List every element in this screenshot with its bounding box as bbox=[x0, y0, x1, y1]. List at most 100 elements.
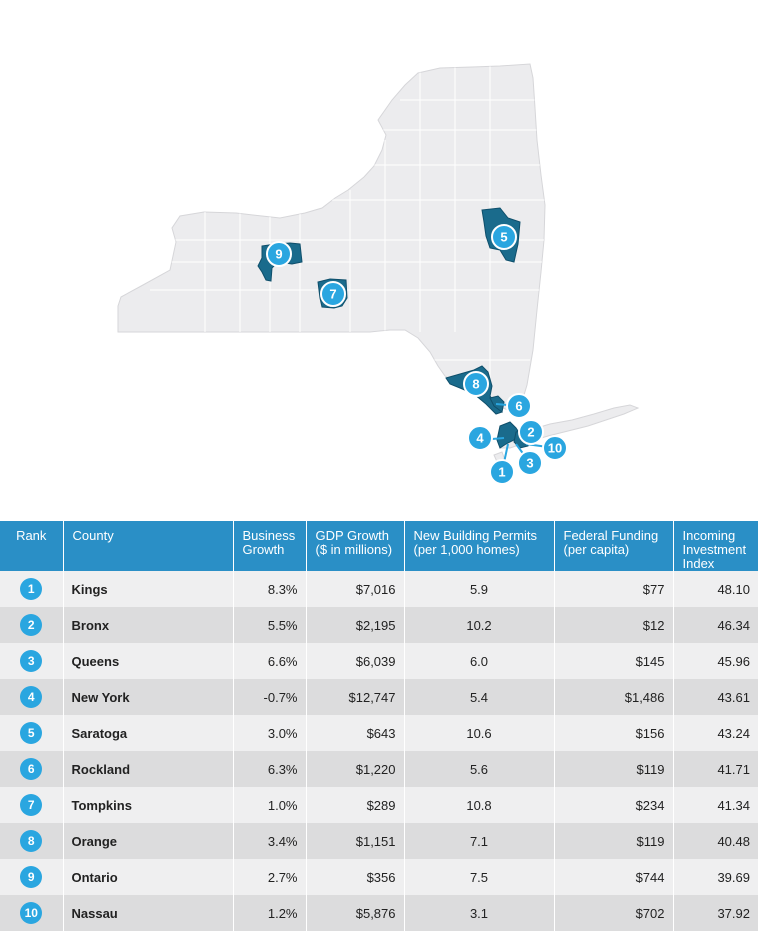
rank-badge: 10 bbox=[20, 902, 43, 924]
gdp-growth-cell: $7,016 bbox=[306, 571, 405, 607]
federal-funding-cell: $77 bbox=[554, 571, 674, 607]
header-building-permits: New Building Permits (per 1,000 homes) bbox=[404, 521, 555, 571]
map-marker-2: 2 bbox=[518, 419, 544, 445]
business-growth-cell: 1.2% bbox=[233, 895, 307, 931]
header-gdp-growth-line: GDP Growth bbox=[315, 528, 389, 543]
gdp-growth-cell: $5,876 bbox=[306, 895, 405, 931]
county-cell: New York bbox=[63, 679, 234, 715]
business-growth-cell: 5.5% bbox=[233, 607, 307, 643]
header-business-growth-line: Growth bbox=[242, 542, 285, 557]
ranking-table-container: Rank County Business Growth GDP Growth ($ in … bbox=[0, 521, 758, 940]
map-marker-8: 8 bbox=[463, 371, 489, 397]
rank-badge: 1 bbox=[20, 578, 43, 600]
map-marker-6: 6 bbox=[506, 393, 532, 419]
svg-text:3: 3 bbox=[526, 456, 533, 471]
county-cell: Orange bbox=[63, 823, 234, 859]
header-investment-index: Incoming Investment Index bbox=[673, 521, 758, 571]
map-marker-3: 3 bbox=[517, 450, 543, 476]
federal-funding-cell: $12 bbox=[554, 607, 674, 643]
business-growth-cell: 3.0% bbox=[233, 715, 307, 751]
table-body: 1 Kings 8.3% $7,016 5.9 $77 48.10 2 Bronx 5.5% $2,… bbox=[0, 571, 758, 931]
rank-badge: 2 bbox=[20, 614, 43, 636]
rank-cell: 2 bbox=[0, 607, 64, 643]
table-row: 9 Ontario 2.7% $356 7.5 $744 39.69 bbox=[0, 859, 758, 895]
federal-funding-cell: $1,486 bbox=[554, 679, 674, 715]
table-row: 1 Kings 8.3% $7,016 5.9 $77 48.10 bbox=[0, 571, 758, 607]
business-growth-cell: 6.6% bbox=[233, 643, 307, 679]
building-permits-cell: 10.8 bbox=[404, 787, 555, 823]
new-york-state-map: 1 2 3 4 5 6 7 bbox=[117, 63, 640, 485]
header-investment-index-line: Index bbox=[682, 556, 715, 571]
rank-badge: 8 bbox=[20, 830, 43, 852]
header-business-growth-line: Business bbox=[242, 528, 296, 543]
header-investment-index-line: Investment bbox=[682, 542, 747, 557]
state-outline bbox=[117, 63, 640, 465]
investment-index-cell: 41.71 bbox=[673, 751, 758, 787]
header-rank-line: Rank bbox=[16, 528, 47, 543]
rank-badge: 6 bbox=[20, 758, 43, 780]
federal-funding-cell: $744 bbox=[554, 859, 674, 895]
investment-index-cell: 39.69 bbox=[673, 859, 758, 895]
federal-funding-cell: $119 bbox=[554, 751, 674, 787]
building-permits-cell: 5.4 bbox=[404, 679, 555, 715]
table-row: 8 Orange 3.4% $1,151 7.1 $119 40.48 bbox=[0, 823, 758, 859]
map-marker-10: 10 bbox=[542, 435, 568, 461]
business-growth-cell: 2.7% bbox=[233, 859, 307, 895]
gdp-growth-cell: $1,220 bbox=[306, 751, 405, 787]
table-row: 5 Saratoga 3.0% $643 10.6 $156 43.24 bbox=[0, 715, 758, 751]
header-investment-index-line: Incoming bbox=[682, 528, 736, 543]
header-gdp-growth-line: ($ in millions) bbox=[315, 542, 393, 557]
header-county-line: County bbox=[72, 528, 114, 543]
table-row: 4 New York -0.7% $12,747 5.4 $1,486 43.61 bbox=[0, 679, 758, 715]
header-building-permits-line: (per 1,000 homes) bbox=[413, 542, 520, 557]
county-cell: Ontario bbox=[63, 859, 234, 895]
rank-cell: 3 bbox=[0, 643, 64, 679]
gdp-growth-cell: $6,039 bbox=[306, 643, 405, 679]
investment-index-cell: 43.24 bbox=[673, 715, 758, 751]
gdp-growth-cell: $289 bbox=[306, 787, 405, 823]
county-cell: Kings bbox=[63, 571, 234, 607]
county-cell: Saratoga bbox=[63, 715, 234, 751]
business-growth-cell: 1.0% bbox=[233, 787, 307, 823]
investment-index-cell: 45.96 bbox=[673, 643, 758, 679]
table-row: 10 Nassau 1.2% $5,876 3.1 $702 37.92 bbox=[0, 895, 758, 931]
county-borders bbox=[118, 66, 545, 400]
table-row: 6 Rockland 6.3% $1,220 5.6 $119 41.71 bbox=[0, 751, 758, 787]
federal-funding-cell: $234 bbox=[554, 787, 674, 823]
building-permits-cell: 3.1 bbox=[404, 895, 555, 931]
svg-text:8: 8 bbox=[472, 377, 479, 392]
business-growth-cell: -0.7% bbox=[233, 679, 307, 715]
rank-markers: 1 2 3 4 5 6 7 bbox=[266, 224, 568, 485]
rank-cell: 6 bbox=[0, 751, 64, 787]
business-growth-cell: 8.3% bbox=[233, 571, 307, 607]
rank-cell: 8 bbox=[0, 823, 64, 859]
investment-index-cell: 41.34 bbox=[673, 787, 758, 823]
rank-cell: 4 bbox=[0, 679, 64, 715]
building-permits-cell: 10.2 bbox=[404, 607, 555, 643]
rank-cell: 7 bbox=[0, 787, 64, 823]
table-row: 7 Tompkins 1.0% $289 10.8 $234 41.34 bbox=[0, 787, 758, 823]
county-cell: Queens bbox=[63, 643, 234, 679]
svg-text:1: 1 bbox=[498, 465, 505, 480]
investment-index-cell: 40.48 bbox=[673, 823, 758, 859]
federal-funding-cell: $702 bbox=[554, 895, 674, 931]
svg-text:7: 7 bbox=[329, 287, 336, 302]
county-cell: Rockland bbox=[63, 751, 234, 787]
gdp-growth-cell: $356 bbox=[306, 859, 405, 895]
map-marker-7: 7 bbox=[320, 281, 346, 307]
federal-funding-cell: $156 bbox=[554, 715, 674, 751]
table-header-row: Rank County Business Growth GDP Growth ($ in … bbox=[0, 521, 758, 571]
rank-cell: 9 bbox=[0, 859, 64, 895]
header-rank: Rank bbox=[0, 521, 64, 571]
investment-index-cell: 46.34 bbox=[673, 607, 758, 643]
building-permits-cell: 5.6 bbox=[404, 751, 555, 787]
rank-badge: 9 bbox=[20, 866, 43, 888]
rank-badge: 5 bbox=[20, 722, 43, 744]
map-marker-4: 4 bbox=[467, 425, 493, 451]
rank-badge: 4 bbox=[20, 686, 43, 708]
svg-text:4: 4 bbox=[476, 431, 484, 446]
investment-index-cell: 43.61 bbox=[673, 679, 758, 715]
header-business-growth: Business Growth bbox=[233, 521, 307, 571]
rank-cell: 5 bbox=[0, 715, 64, 751]
table-row: 3 Queens 6.6% $6,039 6.0 $145 45.96 bbox=[0, 643, 758, 679]
